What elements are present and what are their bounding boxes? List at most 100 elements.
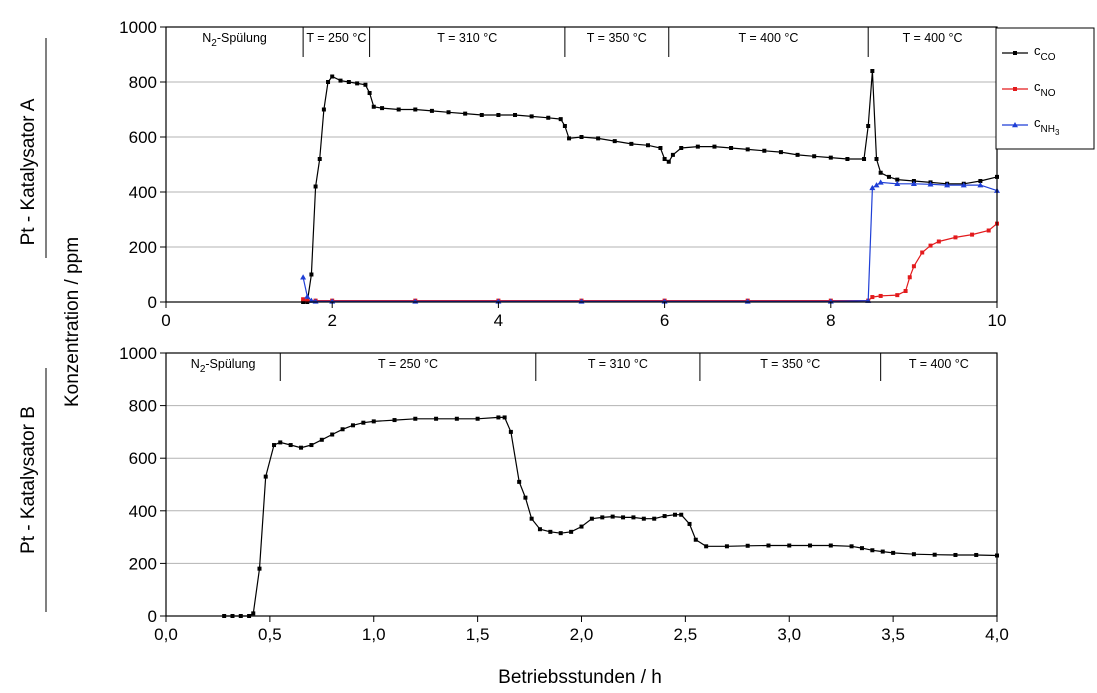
panel-b-point-co (880, 549, 885, 554)
panel-a-point-nh3 (910, 180, 917, 186)
panel-b-ytick-label: 0 (148, 607, 157, 626)
panel-a-point-co (866, 124, 871, 128)
panel-a-point-no (895, 293, 900, 298)
panel-a-phase-label: T = 400 °C (903, 31, 963, 45)
panel-a-point-co (330, 74, 335, 79)
panel-a-xtick-label: 6 (660, 311, 669, 330)
panel-a-point-co (317, 157, 322, 161)
panel-b-point-co (278, 440, 283, 445)
panel-a-xtick-label: 0 (161, 311, 170, 330)
panel-b-point-co (558, 531, 563, 536)
panel-a-point-co (812, 154, 817, 159)
panel-a-point-co (874, 157, 879, 161)
panel-a-point-co (862, 157, 867, 161)
panel-a-point-co (762, 148, 767, 153)
panel-a-point-no (936, 239, 941, 244)
panel-b-phase-label: T = 400 °C (909, 357, 969, 371)
panel-b-point-co (849, 544, 854, 549)
panel-b-point-co (319, 437, 324, 442)
y-axis-label: Konzentration / ppm (62, 237, 83, 407)
panel-a-point-co (845, 157, 850, 161)
panel-a-point-no (911, 264, 916, 269)
panel-a-point-co (446, 110, 451, 115)
panel-a-point-co (579, 135, 584, 139)
panel-b-point-co (569, 529, 574, 534)
panel-a-point-co (558, 117, 563, 122)
panel-b-point-co (434, 416, 439, 421)
panel-a-point-no (878, 293, 883, 298)
panel-b-point-co (340, 427, 345, 432)
panel-b-xtick-label: 2,0 (570, 625, 594, 644)
panel-b-point-co (600, 515, 605, 520)
panel-b-point-co (641, 516, 646, 521)
panel-b-point-co (496, 415, 501, 420)
panel-a-point-no (907, 275, 912, 280)
panel-a-point-no (928, 243, 933, 248)
panel-b-point-co (891, 550, 896, 555)
panel-a-point-co (645, 143, 650, 148)
panel-b-xtick-label: 3,5 (881, 625, 905, 644)
panel-a-ytick-label: 800 (129, 73, 157, 92)
panel-b-xtick-label: 2,5 (674, 625, 698, 644)
legend-label-co: cCO (1034, 43, 1056, 63)
panel-a-chart: N2-Spülung T = 250 °C T = 310 °C T = 350 °C… (119, 18, 1006, 330)
panel-a-point-no (986, 228, 991, 233)
panel-a-point-co (745, 147, 750, 152)
panel-a-point-co (596, 136, 601, 141)
panel-a-point-co (396, 107, 401, 112)
panel-b-point-co (454, 416, 459, 421)
panel-b-point-co (288, 443, 293, 448)
panel-a-point-co (496, 113, 501, 117)
panel-b-point-co (392, 418, 397, 423)
panel-b-point-co (953, 552, 958, 557)
panel-a-point-co (529, 114, 534, 119)
panel-b-point-co (537, 527, 542, 532)
panel-a-point-co (658, 146, 663, 150)
panel-a-point-nh3 (944, 182, 951, 188)
panel-a-point-no (870, 295, 875, 300)
panel-a-point-nh3 (927, 181, 934, 187)
panel-b-point-co (589, 516, 594, 521)
panel-a-point-co (321, 107, 326, 112)
panel-a-point-co (313, 184, 318, 189)
x-axis-label: Betriebsstunden / h (498, 667, 662, 688)
panel-b-point-co (413, 416, 418, 421)
panel-a-point-nh3 (873, 182, 880, 188)
panel-a-point-co (363, 82, 368, 87)
panel-a-point-nh3 (877, 179, 884, 185)
panel-a-point-nh3 (894, 180, 901, 186)
panel-b-ytick-label: 600 (129, 449, 157, 468)
panel-a-point-co (346, 80, 351, 84)
panel-a-ytick-label: 400 (129, 183, 157, 202)
panel-a-xtick-label: 4 (494, 311, 503, 330)
panel-a-point-nh3 (869, 184, 876, 191)
panel-b-frame (165, 352, 998, 617)
panel-a-ytick-label: 0 (148, 293, 157, 312)
panel-a-point-co (729, 146, 734, 150)
panel-b-point-co (693, 537, 698, 542)
panel-b-point-co (932, 552, 937, 557)
panel-b-xtick-label: 0,0 (154, 625, 178, 644)
panel-a-point-co (546, 115, 551, 120)
panel-a-point-co (978, 179, 983, 183)
panel-a-point-co (666, 159, 671, 164)
panel-a-point-co (371, 104, 376, 109)
panel-b-point-co (508, 429, 513, 434)
panel-b-point-co (745, 543, 750, 548)
panel-a-phase-label: T = 350 °C (587, 31, 647, 45)
panel-b-point-co (251, 611, 256, 616)
panel-a-point-no (301, 297, 306, 302)
panel-a-ytick-label: 1000 (119, 18, 157, 37)
panel-b-point-co (687, 521, 692, 526)
panel-a-point-co (326, 80, 331, 84)
legend-label-no: cNO (1034, 79, 1056, 99)
panel-a-point-co (567, 136, 572, 141)
panel-a-series-line-no (302, 223, 998, 302)
panel-b-point-co (272, 443, 277, 448)
panel-a-phase-label: T = 400 °C (738, 31, 798, 45)
panel-a-point-nh3 (304, 293, 311, 299)
panel-a-point-co (309, 272, 314, 277)
panel-a-point-co (778, 150, 783, 155)
panel-b-point-co (766, 543, 771, 548)
